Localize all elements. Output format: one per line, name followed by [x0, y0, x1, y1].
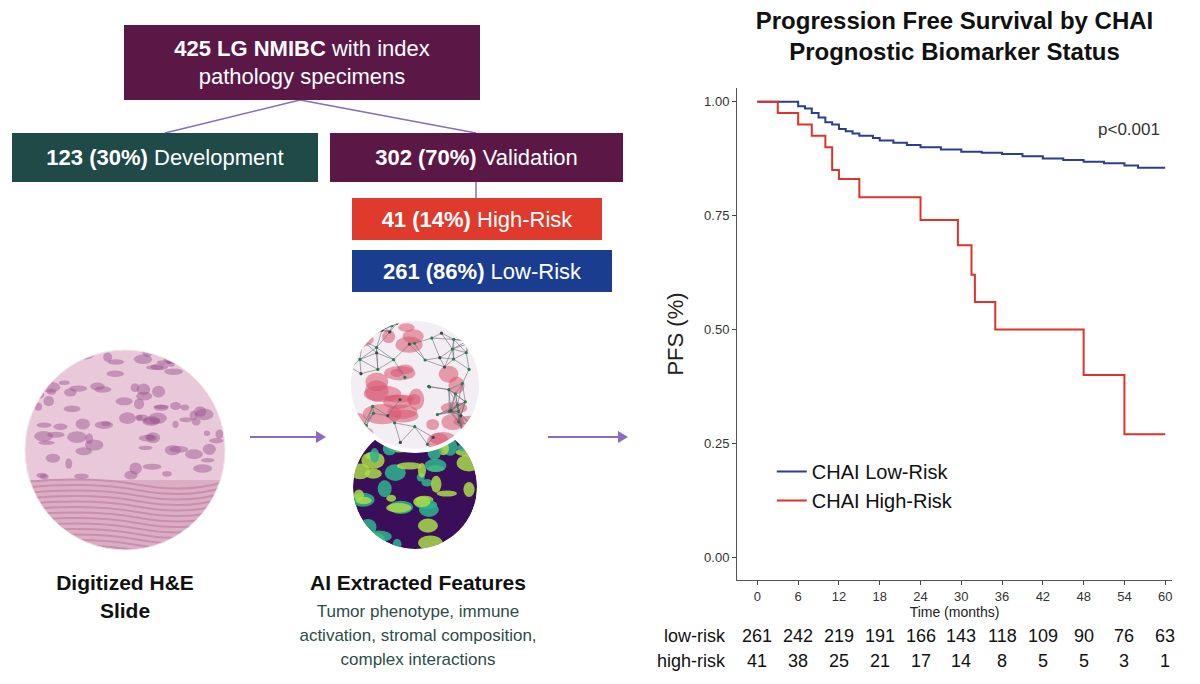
- svg-text:0.25: 0.25: [704, 436, 729, 451]
- svg-text:76: 76: [1114, 626, 1134, 646]
- svg-text:3: 3: [1119, 651, 1129, 671]
- svg-text:54: 54: [1117, 589, 1131, 604]
- svg-text:pathology specimens: pathology specimens: [199, 64, 406, 89]
- svg-text:low-risk: low-risk: [664, 626, 726, 646]
- svg-text:143: 143: [946, 626, 976, 646]
- svg-text:90: 90: [1074, 626, 1094, 646]
- svg-text:activation, stromal compositio: activation, stromal composition,: [299, 626, 536, 645]
- svg-text:6: 6: [795, 589, 802, 604]
- svg-text:p<0.001: p<0.001: [1098, 120, 1160, 139]
- svg-text:CHAI High-Risk: CHAI High-Risk: [812, 490, 953, 512]
- svg-text:118: 118: [988, 626, 1017, 646]
- svg-text:25: 25: [829, 651, 849, 671]
- svg-text:Progression Free Survival by C: Progression Free Survival by CHAIPrognos…: [756, 7, 1153, 65]
- svg-text:Slide: Slide: [100, 599, 150, 622]
- svg-text:high-risk: high-risk: [657, 651, 726, 671]
- svg-text:41: 41: [747, 651, 767, 671]
- svg-text:302 (70%) Validation: 302 (70%) Validation: [375, 145, 578, 170]
- svg-text:8: 8: [997, 651, 1007, 671]
- svg-text:5: 5: [1038, 651, 1048, 671]
- svg-text:36: 36: [995, 589, 1009, 604]
- svg-text:24: 24: [913, 589, 927, 604]
- svg-text:109: 109: [1028, 626, 1058, 646]
- svg-text:60: 60: [1158, 589, 1172, 604]
- svg-text:41 (14%) High-Risk: 41 (14%) High-Risk: [382, 207, 574, 232]
- svg-text:Digitized H&E: Digitized H&E: [56, 571, 194, 594]
- svg-text:38: 38: [788, 651, 808, 671]
- svg-text:5: 5: [1079, 651, 1089, 671]
- svg-text:219: 219: [824, 626, 854, 646]
- svg-text:261 (86%) Low-Risk: 261 (86%) Low-Risk: [383, 259, 582, 284]
- svg-text:261: 261: [742, 626, 772, 646]
- svg-text:42: 42: [1036, 589, 1050, 604]
- svg-text:0.50: 0.50: [704, 322, 729, 337]
- svg-text:242: 242: [783, 626, 813, 646]
- svg-text:123 (30%) Development: 123 (30%) Development: [46, 145, 283, 170]
- svg-text:425 LG NMIBC with index: 425 LG NMIBC with index: [174, 36, 430, 61]
- svg-text:PFS (%): PFS (%): [663, 292, 688, 375]
- svg-text:0: 0: [754, 589, 761, 604]
- svg-text:0.75: 0.75: [704, 208, 729, 223]
- svg-text:Time (months): Time (months): [910, 604, 1000, 620]
- svg-text:30: 30: [954, 589, 968, 604]
- svg-text:0.00: 0.00: [704, 550, 729, 565]
- svg-text:48: 48: [1076, 589, 1090, 604]
- svg-text:complex interactions: complex interactions: [341, 650, 496, 669]
- svg-text:AI Extracted Features: AI Extracted Features: [310, 571, 526, 594]
- svg-text:21: 21: [870, 651, 890, 671]
- svg-text:Tumor phenotype, immune: Tumor phenotype, immune: [317, 602, 520, 621]
- svg-text:191: 191: [865, 626, 895, 646]
- svg-text:1.00: 1.00: [704, 94, 729, 109]
- svg-text:17: 17: [911, 651, 931, 671]
- svg-text:18: 18: [872, 589, 886, 604]
- svg-text:166: 166: [906, 626, 936, 646]
- svg-text:63: 63: [1155, 626, 1175, 646]
- svg-text:14: 14: [951, 651, 971, 671]
- svg-text:12: 12: [832, 589, 846, 604]
- svg-text:1: 1: [1160, 651, 1170, 671]
- svg-text:CHAI Low-Risk: CHAI Low-Risk: [812, 461, 949, 483]
